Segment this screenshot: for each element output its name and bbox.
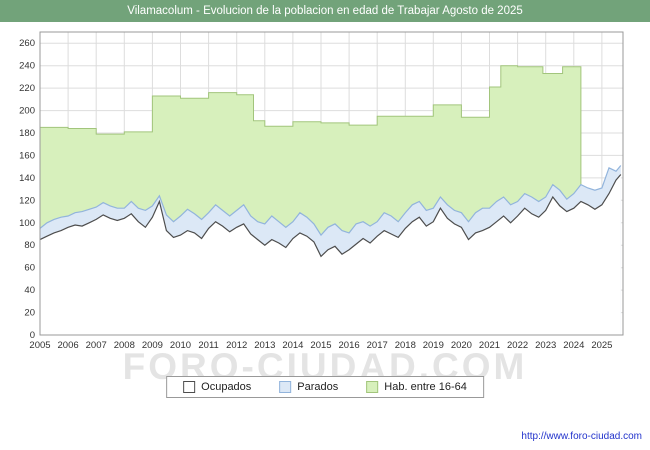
svg-text:160: 160 <box>19 150 35 161</box>
svg-text:2024: 2024 <box>563 340 584 351</box>
svg-text:180: 180 <box>19 128 35 139</box>
svg-text:2020: 2020 <box>451 340 472 351</box>
svg-text:2012: 2012 <box>226 340 247 351</box>
svg-text:2018: 2018 <box>395 340 416 351</box>
svg-text:260: 260 <box>19 38 35 49</box>
chart-legend: Ocupados Parados Hab. entre 16-64 <box>166 376 484 398</box>
legend-label-parados: Parados <box>297 381 339 393</box>
ocupados-swatch-icon <box>183 381 196 393</box>
svg-text:2016: 2016 <box>339 340 360 351</box>
svg-text:2010: 2010 <box>170 340 191 351</box>
svg-text:2025: 2025 <box>591 340 612 351</box>
svg-text:80: 80 <box>24 240 35 251</box>
svg-text:120: 120 <box>19 195 35 206</box>
svg-text:140: 140 <box>19 173 35 184</box>
svg-text:2006: 2006 <box>58 340 79 351</box>
svg-text:2019: 2019 <box>423 340 444 351</box>
svg-text:240: 240 <box>19 61 35 72</box>
svg-text:60: 60 <box>24 263 35 274</box>
legend-item-ocupados: Ocupados <box>183 381 251 393</box>
svg-text:2017: 2017 <box>367 340 388 351</box>
svg-text:2021: 2021 <box>479 340 500 351</box>
svg-text:2009: 2009 <box>142 340 163 351</box>
svg-text:100: 100 <box>19 218 35 229</box>
hab-16-64-swatch-icon <box>366 381 379 393</box>
svg-text:2007: 2007 <box>86 340 107 351</box>
svg-text:20: 20 <box>24 308 35 319</box>
legend-label-hab-16-64: Hab. entre 16-64 <box>384 381 467 393</box>
svg-text:2023: 2023 <box>535 340 556 351</box>
legend-item-hab-16-64: Hab. entre 16-64 <box>366 381 467 393</box>
foro-ciudad-link[interactable]: http://www.foro-ciudad.com <box>521 431 642 442</box>
legend-item-parados: Parados <box>279 381 338 393</box>
chart-title-bar: Vilamacolum - Evolucion de la poblacion … <box>0 0 650 22</box>
legend-label-ocupados: Ocupados <box>201 381 252 393</box>
svg-text:2022: 2022 <box>507 340 528 351</box>
svg-text:2005: 2005 <box>29 340 50 351</box>
svg-text:2015: 2015 <box>310 340 331 351</box>
population-evolution-chart: 0 20 40 60 80 100 120 140 160 180 200 220 240 260 2005… <box>19 31 624 351</box>
svg-text:2008: 2008 <box>114 340 135 351</box>
svg-text:2013: 2013 <box>254 340 275 351</box>
svg-text:2014: 2014 <box>282 340 303 351</box>
parados-swatch-icon <box>279 381 292 393</box>
svg-text:0: 0 <box>30 330 35 341</box>
svg-text:200: 200 <box>19 106 35 117</box>
svg-text:220: 220 <box>19 83 35 94</box>
svg-text:2011: 2011 <box>198 340 218 351</box>
page-title: Vilamacolum - Evolucion de la poblacion … <box>127 5 523 17</box>
svg-text:40: 40 <box>24 285 35 296</box>
